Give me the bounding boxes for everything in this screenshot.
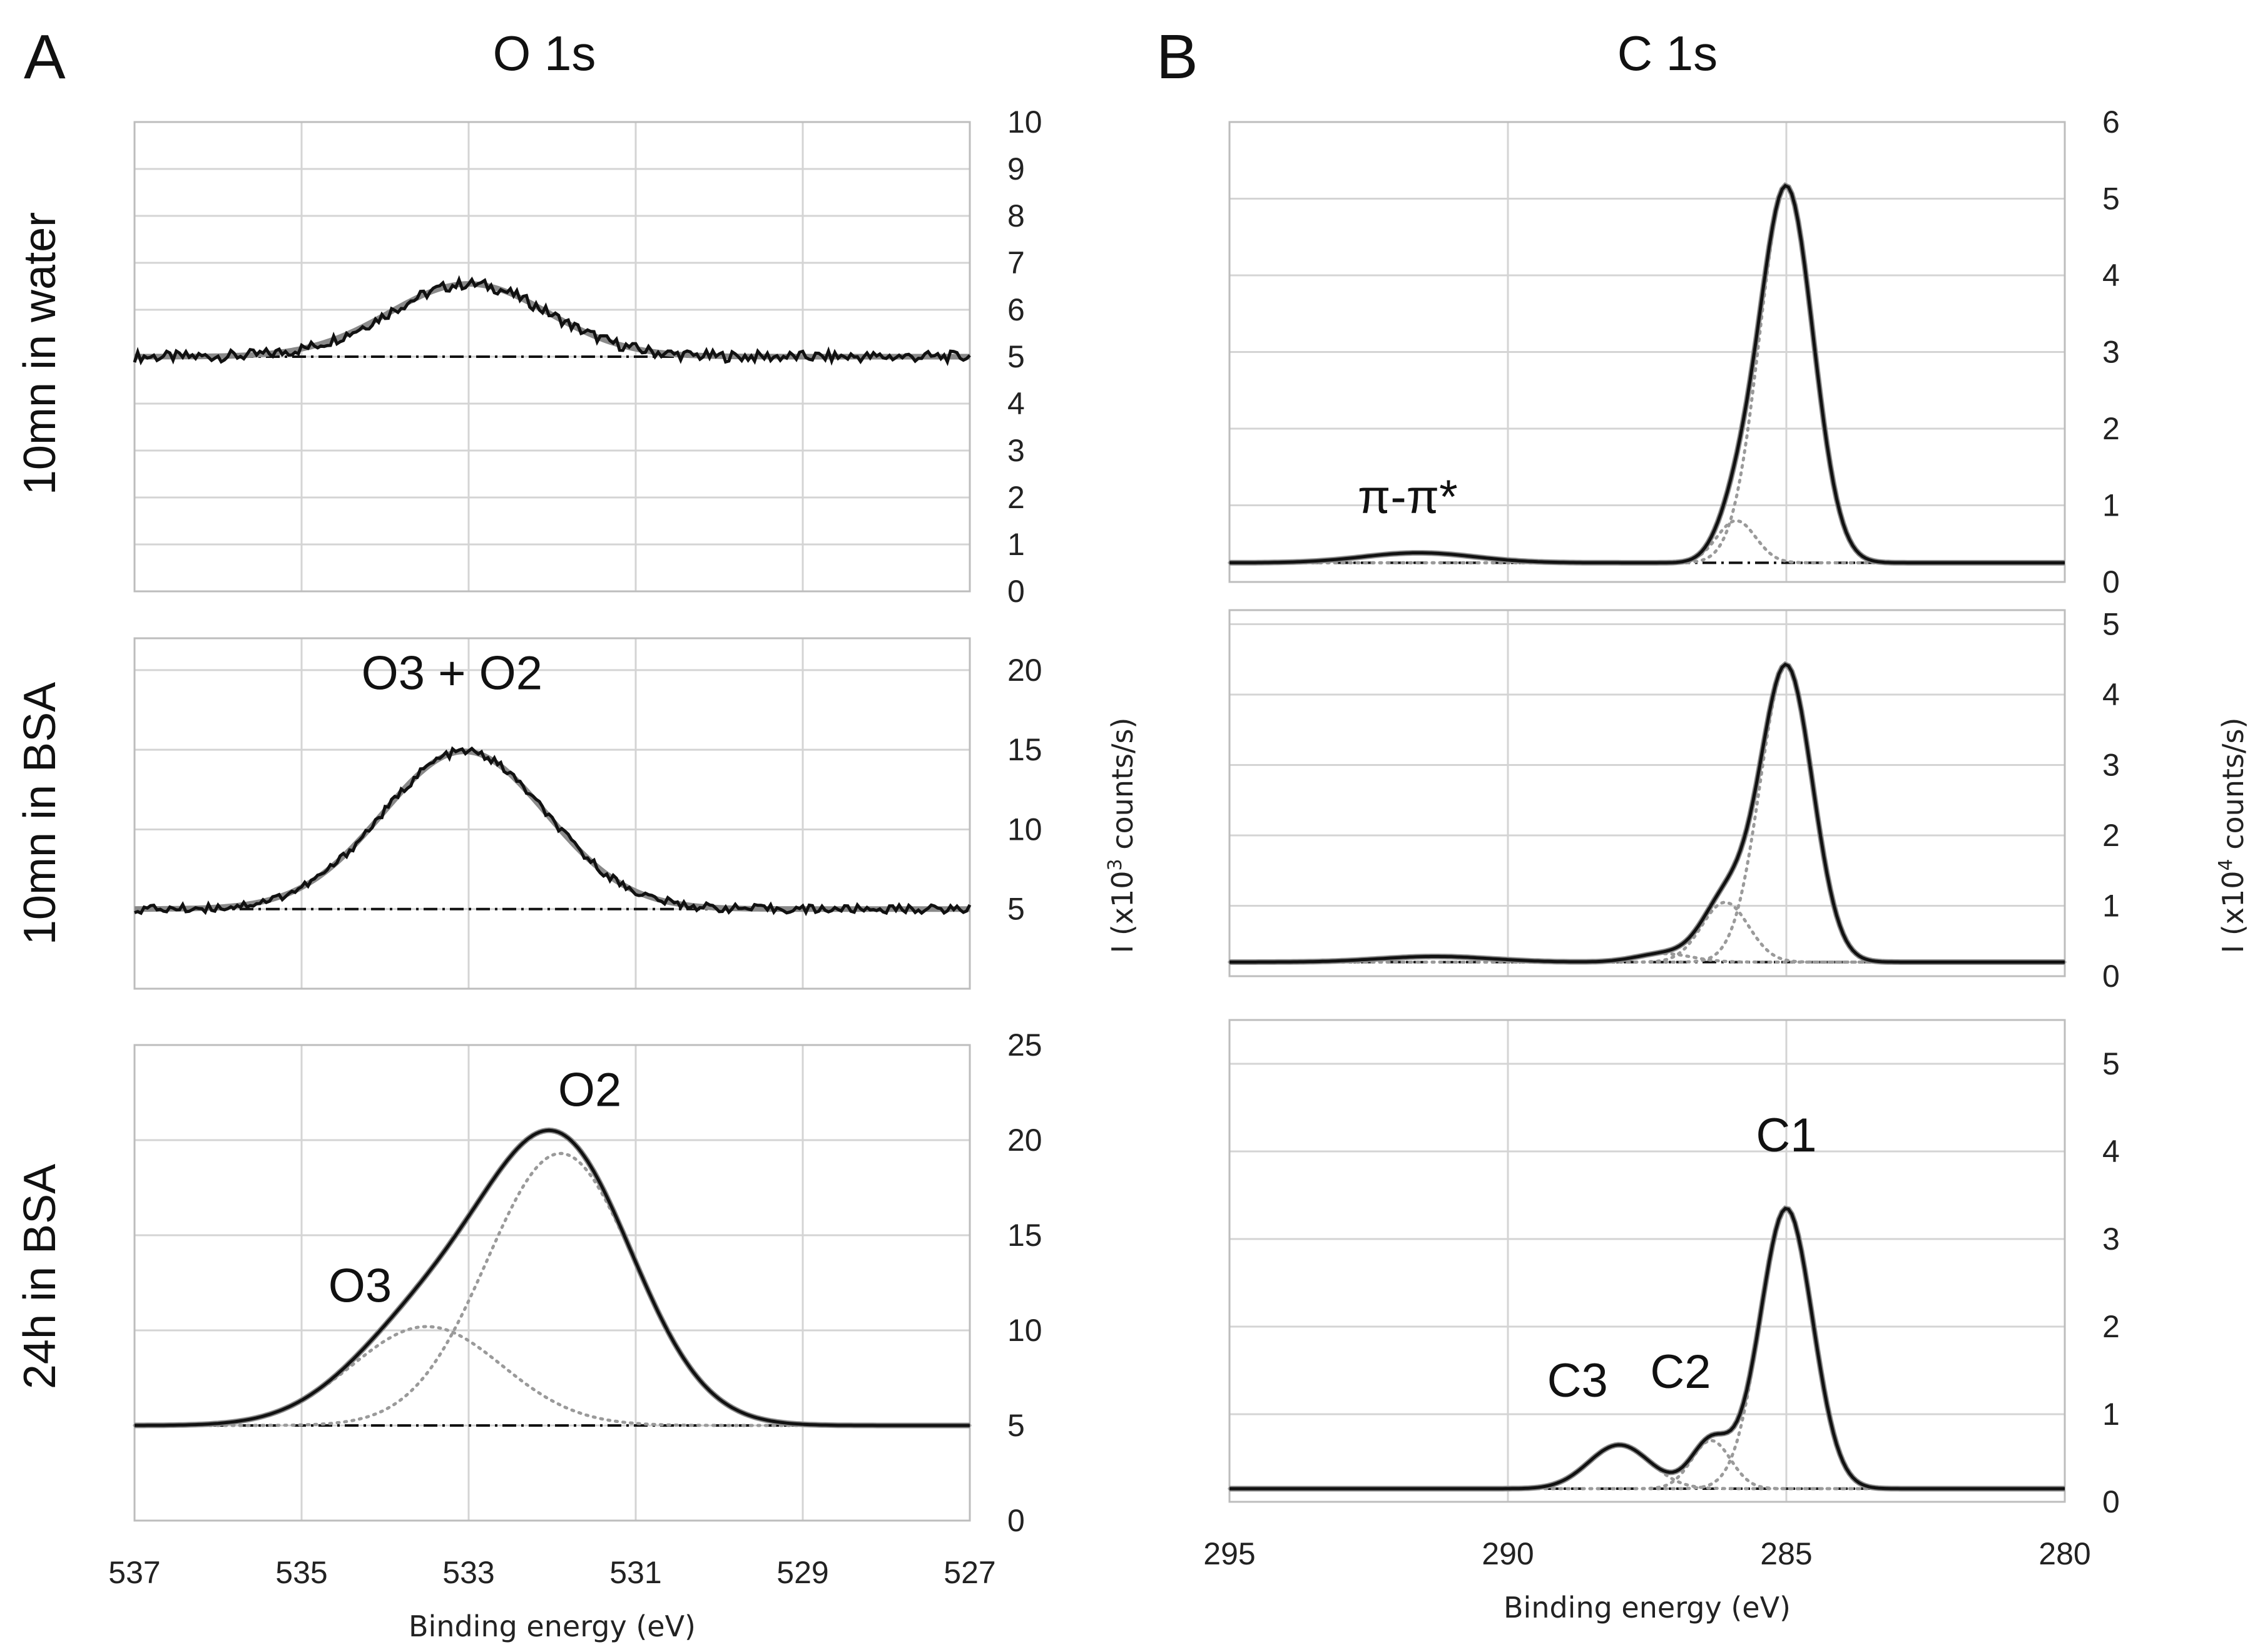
chart-b2: 0 1 2 3 4 5 — [1228, 607, 2120, 994]
component-peak — [1228, 1206, 2067, 1491]
y-tick-label: 0 — [1007, 574, 1025, 609]
component-peak — [133, 1325, 972, 1427]
y-tick-label: 0 — [2102, 564, 2120, 599]
panel-letter-b: B — [1156, 22, 1198, 92]
plot-frame — [1228, 121, 2066, 583]
plot-frame — [133, 1044, 971, 1522]
measured-spectrum — [134, 746, 972, 917]
y-tick-label: 3 — [2102, 335, 2120, 370]
measured-spectrum — [135, 1128, 970, 1427]
y-tick-label: 7 — [1007, 245, 1025, 280]
y-tick-label: 4 — [2102, 1134, 2120, 1169]
x-tick-label: 295 — [1203, 1536, 1255, 1571]
fit-envelope — [135, 281, 970, 360]
component-peak — [1228, 1439, 2067, 1491]
y-tick-label: 3 — [1007, 433, 1025, 468]
y-tick-label: 5 — [2102, 607, 2120, 642]
x-tick-label: 535 — [275, 1555, 327, 1590]
fit-envelope — [1229, 1205, 2065, 1492]
chart-a2: 5 10 15 20 O3 + O2 — [133, 637, 1042, 990]
x-axis-title: Binding energy (eV) — [1504, 1591, 1791, 1624]
y-tick-label: 5 — [1007, 1408, 1025, 1443]
y-tick-label: 2 — [1007, 480, 1025, 515]
fit-envelope — [135, 1127, 970, 1429]
y-tick-label: 3 — [2102, 1221, 2120, 1257]
y-axis-title-x10-3: I (x103 counts/s) — [1104, 718, 1139, 954]
row-label-bsa-24h: 24h in BSA — [15, 1164, 65, 1389]
x-tick-label: 290 — [1482, 1536, 1534, 1571]
y-tick-label: 1 — [2102, 889, 2120, 924]
y-tick-label: 0 — [2102, 959, 2120, 994]
y-tick-label: 9 — [1007, 151, 1025, 186]
row-label-bsa-10mn: 10mn in BSA — [15, 682, 65, 945]
y-tick-label: 4 — [1007, 386, 1025, 421]
x-tick-label: 280 — [2039, 1536, 2090, 1571]
y-tick-label: 1 — [2102, 488, 2120, 523]
peak-label: π-π* — [1358, 471, 1458, 524]
plot-frame — [1228, 1019, 2066, 1503]
y-tick-label: 15 — [1007, 1218, 1042, 1253]
component-peak — [1228, 665, 2067, 964]
fit-envelope — [1229, 182, 2065, 566]
peak-label: O3 — [328, 1259, 392, 1312]
y-tick-label: 25 — [1007, 1027, 1042, 1063]
panel-title-c1s: C 1s — [1617, 26, 1718, 81]
panel-title-o1s: O 1s — [493, 26, 596, 81]
y-tick-label: 4 — [2102, 677, 2120, 712]
peak-label: O2 — [558, 1063, 621, 1116]
x-tick-label: 537 — [108, 1555, 160, 1590]
y-tick-label: 2 — [2102, 411, 2120, 446]
y-tick-label: 5 — [1007, 892, 1025, 927]
measured-spectrum — [1229, 1206, 2065, 1491]
y-tick-label: 6 — [2102, 105, 2120, 140]
y-tick-label: 0 — [2102, 1484, 2120, 1519]
peak-label: C1 — [1756, 1109, 1816, 1162]
y-tick-label: 8 — [1007, 198, 1025, 233]
y-tick-label: 2 — [2102, 818, 2120, 853]
plot-frame — [133, 637, 971, 990]
x-tick-label: 529 — [776, 1555, 828, 1590]
peak-label: C3 — [1547, 1354, 1608, 1407]
y-tick-label: 1 — [2102, 1397, 2120, 1432]
measured-spectrum — [133, 275, 971, 367]
plot-frame — [1228, 609, 2066, 977]
x-tick-label: 285 — [1760, 1536, 1812, 1571]
y-tick-label: 5 — [2102, 1046, 2120, 1081]
component-peak — [1228, 1443, 2067, 1491]
y-tick-label: 15 — [1007, 732, 1042, 767]
y-tick-label: 3 — [2102, 748, 2120, 783]
y-tick-label: 6 — [1007, 292, 1025, 327]
panel-letter-a: A — [24, 22, 66, 92]
y-tick-label: 10 — [1007, 812, 1042, 847]
y-tick-label: 5 — [2102, 181, 2120, 217]
chart-a3: 0 5 10 15 20 25 537 535 533 531 529 527 Binding ener… — [108, 1027, 1042, 1643]
x-tick-label: 533 — [442, 1555, 494, 1590]
chart-b3: 0 1 2 3 4 5 295 290 285 280 Binding energy (eV) C1 C… — [1203, 1019, 2120, 1624]
x-tick-label: 531 — [609, 1555, 661, 1590]
y-tick-label: 10 — [1007, 1313, 1042, 1348]
component-peak — [133, 1151, 972, 1427]
x-axis-title: Binding energy (eV) — [409, 1609, 696, 1643]
chart-a1: 0 1 2 3 4 5 6 7 8 9 10 — [133, 105, 1042, 609]
y-tick-label: 2 — [2102, 1309, 2120, 1344]
y-tick-label: 5 — [1007, 339, 1025, 374]
y-axis-title-x10-4: I (x104 counts/s) — [2215, 718, 2250, 954]
component-peak — [1228, 185, 2067, 564]
x-tick-label: 527 — [944, 1555, 995, 1590]
y-tick-label: 20 — [1007, 653, 1042, 688]
measured-spectrum — [1229, 183, 2065, 564]
y-tick-label: 1 — [1007, 527, 1025, 562]
peak-label: O3 + O2 — [362, 646, 542, 700]
row-label-water: 10mn in water — [15, 212, 65, 495]
fit-envelope — [1229, 661, 2065, 965]
peak-label: C2 — [1650, 1345, 1711, 1399]
y-tick-label: 10 — [1007, 105, 1042, 140]
y-tick-label: 0 — [1007, 1503, 1025, 1538]
chart-b1: 0 1 2 3 4 5 6 π-π* — [1228, 105, 2120, 599]
y-tick-label: 20 — [1007, 1123, 1042, 1158]
y-tick-label: 4 — [2102, 258, 2120, 293]
measured-spectrum — [1229, 662, 2065, 964]
